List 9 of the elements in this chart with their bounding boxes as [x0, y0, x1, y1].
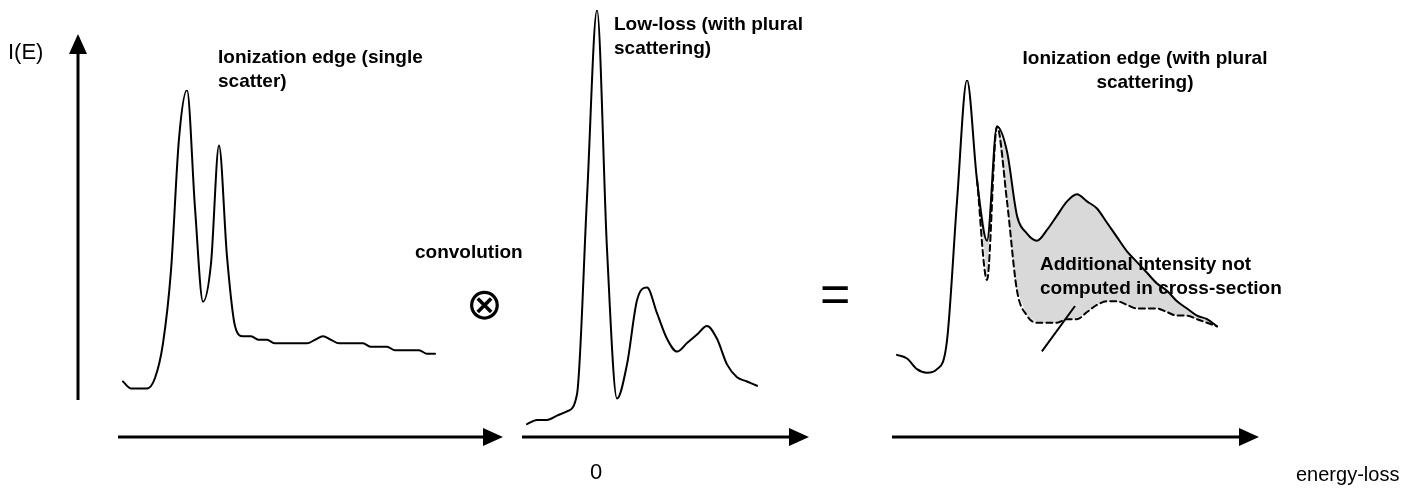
- y-axis-title: I(E): [8, 38, 44, 66]
- text: 0: [590, 458, 603, 486]
- text: =: [820, 264, 851, 325]
- chart-title: Ionization edge (single scatter): [218, 45, 424, 93]
- annotation: ⊗: [466, 278, 503, 330]
- text: Low-loss (with plural scattering): [614, 12, 804, 60]
- x-axis-title: energy-loss: [1296, 462, 1400, 487]
- chart-title: Ionization edge (with plural scattering): [1021, 46, 1269, 94]
- annotation: convolution: [415, 240, 523, 264]
